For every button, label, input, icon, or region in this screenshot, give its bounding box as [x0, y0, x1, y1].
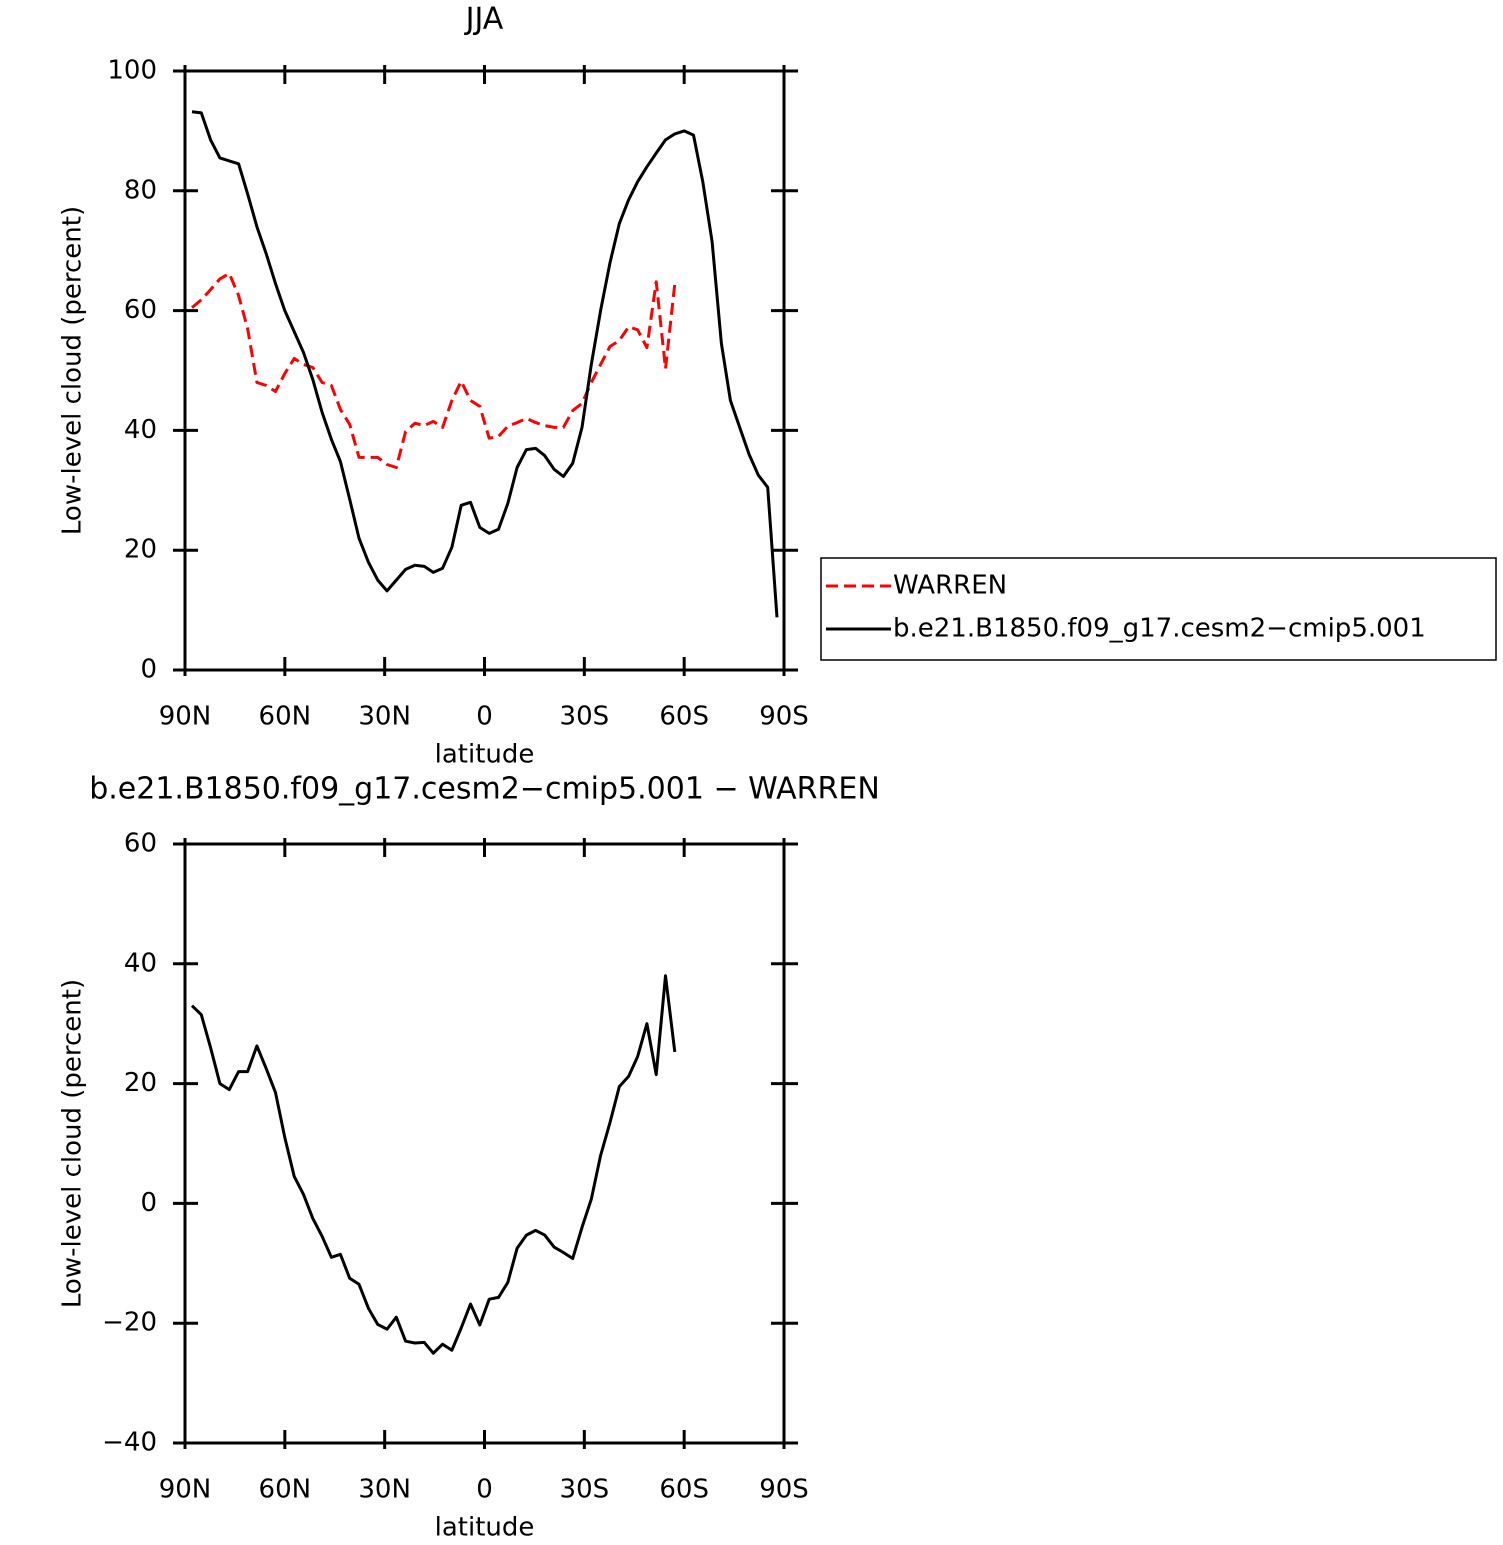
- x-tick-label: 30N: [358, 702, 411, 732]
- y-tick-label: 60: [124, 829, 157, 859]
- chart-title: b.e21.B1850.f09_g17.cesm2−cmip5.001 − WA…: [89, 772, 880, 807]
- data-line: [191, 110, 779, 618]
- y-tick-label: 20: [124, 1068, 157, 1098]
- data-line: [191, 272, 677, 469]
- x-tick-label: 60N: [259, 1475, 312, 1505]
- x-tick-label: 60S: [659, 1475, 709, 1505]
- x-tick-label: 0: [476, 702, 493, 732]
- x-axis-label: latitude: [435, 740, 535, 770]
- data-line: [190, 974, 677, 1355]
- y-tick-label: 100: [107, 56, 157, 86]
- x-tick-label: 90N: [159, 702, 212, 732]
- plot-frame: [183, 842, 786, 1445]
- legend-box: [820, 557, 1497, 661]
- y-tick-label: 40: [124, 948, 157, 978]
- legend-label: WARREN: [893, 571, 1007, 601]
- legend-label: b.e21.B1850.f09_g17.cesm2−cmip5.001: [893, 614, 1426, 644]
- chart-title: JJA: [464, 2, 504, 37]
- x-tick-label: 30S: [560, 702, 610, 732]
- x-tick-label: 30N: [358, 1475, 411, 1505]
- x-tick-label: 0: [476, 1475, 493, 1505]
- x-tick-label: 60N: [259, 702, 312, 732]
- y-tick-label: −20: [102, 1308, 157, 1338]
- x-tick-label: 90S: [759, 1475, 809, 1505]
- legend: WARREN b.e21.B1850.f09_g17.cesm2−cmip5.00…: [820, 557, 1497, 661]
- y-axis-label: Low-level cloud (percent): [58, 206, 88, 535]
- y-tick-label: 20: [124, 535, 157, 565]
- y-axis-label: Low-level cloud (percent): [58, 979, 88, 1308]
- y-tick-label: 0: [140, 655, 157, 685]
- x-tick-label: 90S: [759, 702, 809, 732]
- y-tick-label: 60: [124, 295, 157, 325]
- x-tick-label: 30S: [560, 1475, 610, 1505]
- y-tick-label: −40: [102, 1428, 157, 1458]
- y-tick-label: 40: [124, 415, 157, 445]
- plot-frame: [183, 69, 786, 672]
- x-tick-label: 60S: [659, 702, 709, 732]
- x-tick-label: 90N: [159, 1475, 212, 1505]
- x-axis-label: latitude: [435, 1513, 535, 1543]
- y-tick-label: 80: [124, 175, 157, 205]
- y-tick-label: 0: [140, 1188, 157, 1218]
